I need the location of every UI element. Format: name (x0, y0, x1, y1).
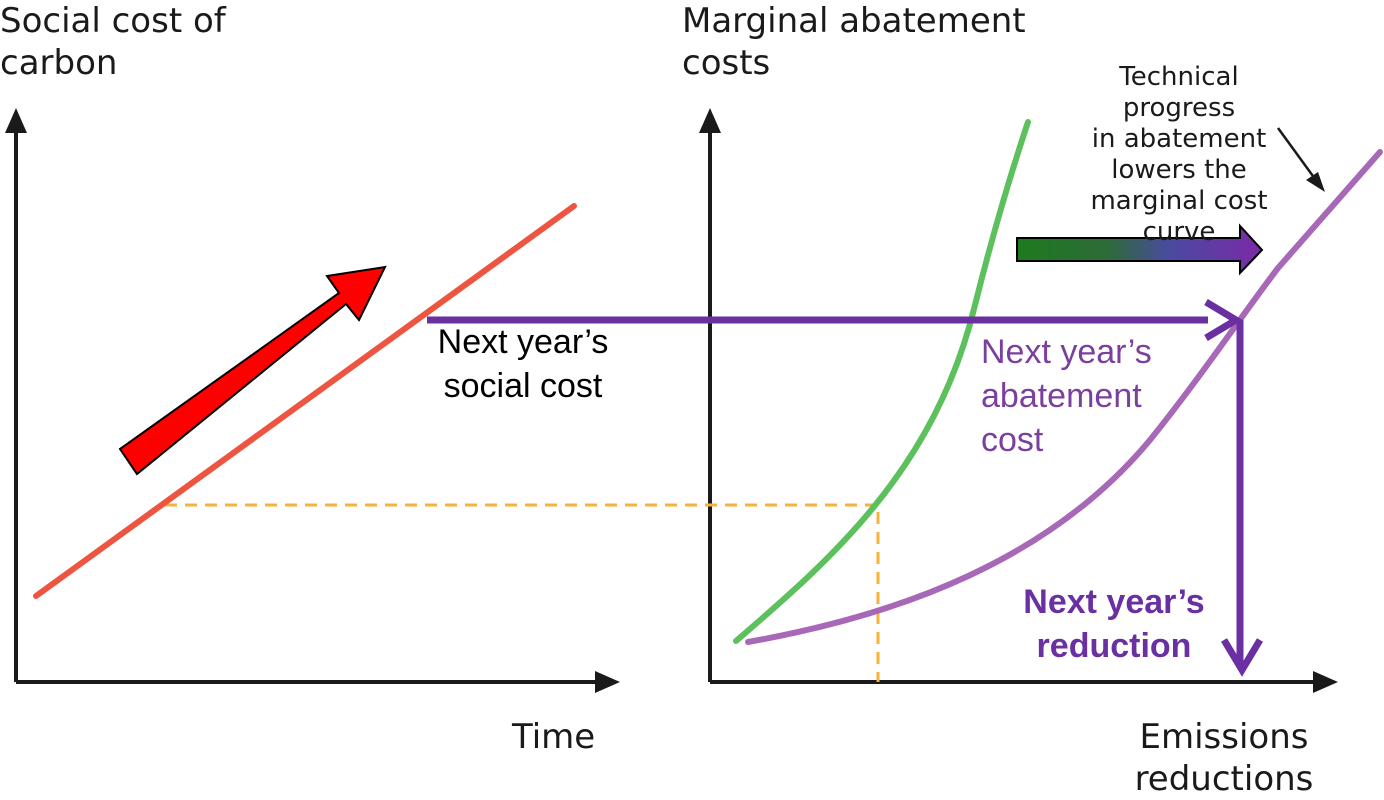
right-axes (699, 108, 1338, 693)
next-year-abatement-cost-label: Next year’s abatement cost (981, 333, 1152, 459)
left-axes (5, 108, 620, 693)
next-year-reduction-label: Next year’s reduction (1023, 583, 1205, 665)
left-x-axis-arrowhead (595, 671, 620, 693)
right-x-axis-arrowhead (1313, 671, 1338, 693)
social-cost-line (33, 203, 577, 599)
right-y-axis-title: Marginal abatement costs (682, 1, 1026, 83)
right-y-axis-arrowhead (699, 108, 721, 133)
curve-shift-arrow (1016, 223, 1264, 276)
social-cost-projection-arrowhead (1204, 298, 1243, 342)
left-y-axis-arrowhead (5, 108, 27, 133)
note-pointer-arrowhead (1306, 172, 1325, 192)
left-y-axis-title: Social cost of carbon (0, 1, 226, 83)
left-x-axis-title: Time (512, 717, 596, 757)
technical-progress-note: Technical progress in abatement lowers t… (1090, 62, 1268, 247)
rising-cost-arrow (118, 265, 387, 476)
reduction-projection-arrowhead (1220, 638, 1264, 677)
next-year-social-cost-label: Next year’s social cost (437, 323, 609, 405)
current-cost-guide-dashed (165, 503, 880, 682)
right-x-axis-title: Emissions reductions (1134, 717, 1314, 799)
current-abatement-curve (733, 119, 1031, 644)
note-pointer-line (1276, 127, 1320, 184)
